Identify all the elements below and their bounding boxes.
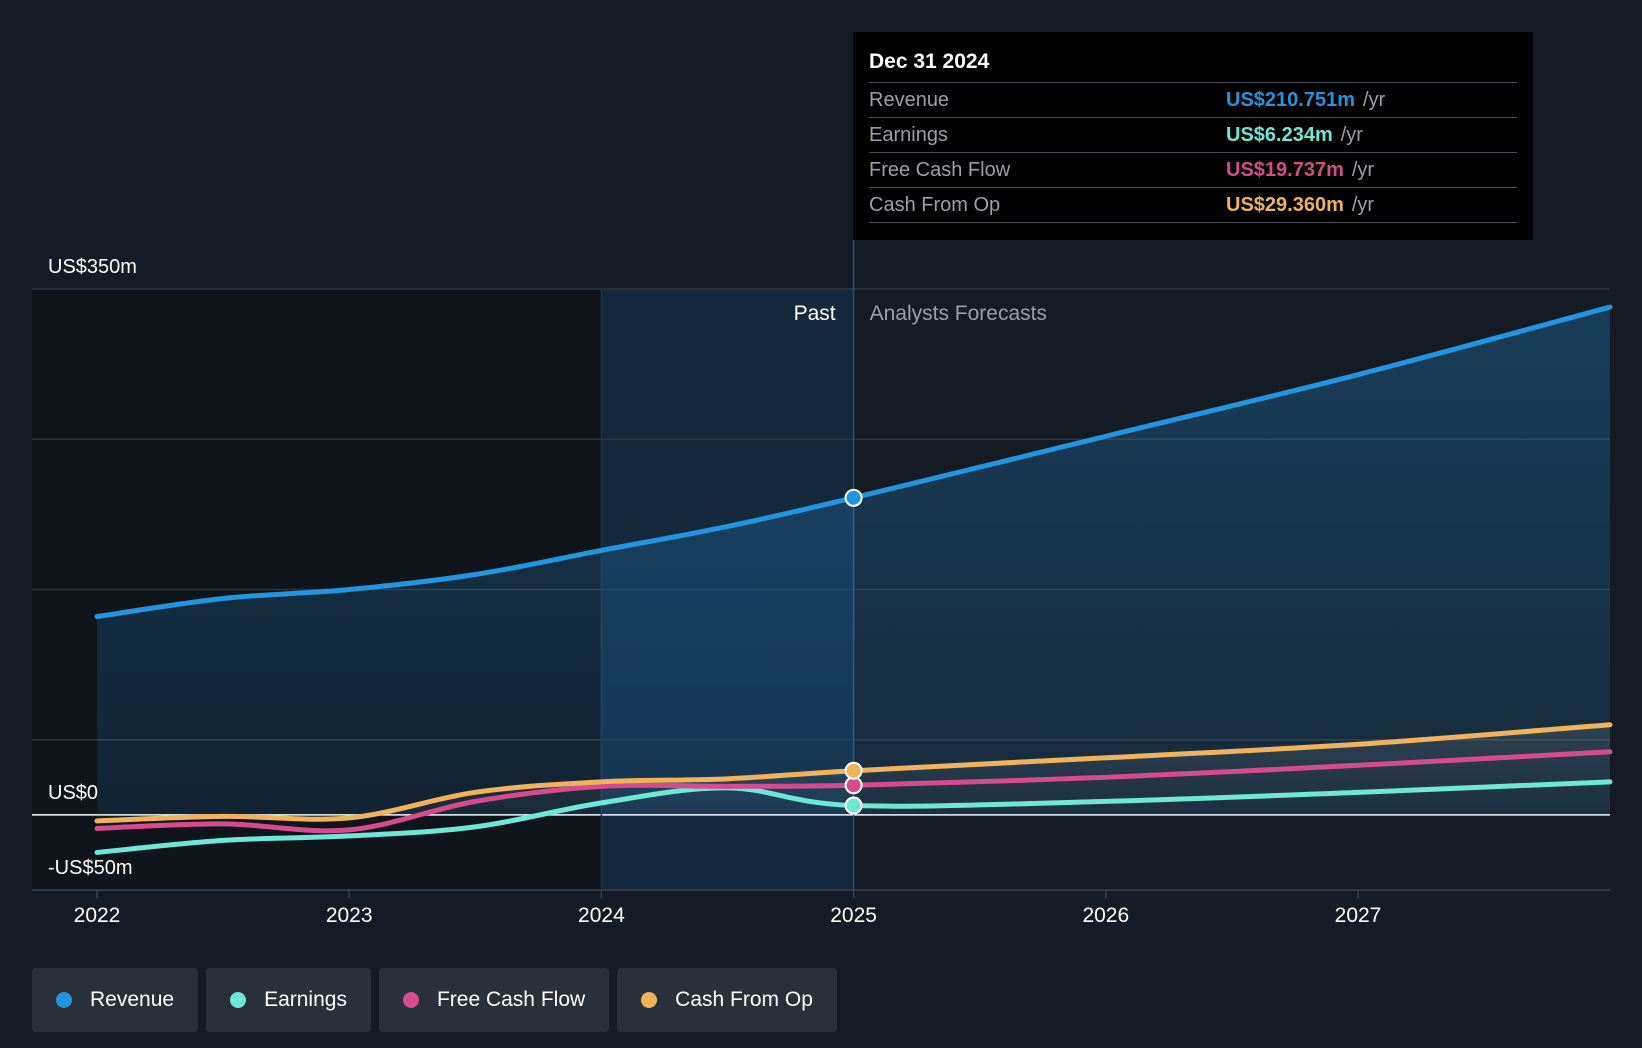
revenue-marker [844,488,863,507]
tooltip-label: Earnings [869,124,948,146]
free-cash-flow-line [94,749,1613,834]
tooltip-label: Revenue [869,89,950,111]
tooltip-label: Cash From Op [869,194,1001,216]
legend-label: Revenue [90,988,175,1011]
y-axis-label: US$350m [48,256,137,278]
legend: Revenue Earnings Free Cash Flow Cash Fro… [32,968,837,1032]
x-tick-label: 2026 [1082,904,1129,927]
legend-item-cash-from-op[interactable]: Cash From Op [617,968,837,1032]
y-axis-label: US$0 [48,782,98,804]
tooltip-row-earnings: Earnings US$6.234m /yr [869,118,1517,153]
x-tick-label: 2023 [326,904,373,927]
tooltip-value: US$19.737m [1226,159,1344,181]
legend-label: Earnings [264,988,347,1011]
x-tick-label: 2027 [1335,904,1382,927]
tooltip-value: US$29.360m [1226,194,1344,216]
legend-label: Cash From Op [675,988,813,1011]
tooltip-row-cash-from-op: Cash From Op US$29.360m /yr [869,188,1517,223]
legend-dot-icon [230,992,247,1008]
cash-from-op-line [94,722,1613,824]
tooltip-row-revenue: Revenue US$210.751m /yr [869,83,1517,118]
tooltip-panel: Dec 31 2024 Revenue US$210.751m /yr Earn… [853,32,1533,240]
legend-item-free-cash-flow[interactable]: Free Cash Flow [378,968,610,1032]
x-tick-label: 2024 [578,904,625,927]
tooltip-unit: /yr [1362,89,1386,111]
earnings-marker [844,796,863,815]
tooltip-value: US$6.234m [1226,124,1333,146]
past-label: Past [794,302,836,325]
tooltip-row-free-cash-flow: Free Cash Flow US$19.737m /yr [869,153,1517,188]
tooltip-unit: /yr [1351,194,1375,216]
legend-dot-icon [56,992,72,1008]
revenue-line [94,304,1613,620]
legend-label: Free Cash Flow [436,988,586,1011]
x-tick-label: 2025 [830,904,877,927]
forecast-label: Analysts Forecasts [870,302,1047,325]
cash-from-op-marker [844,761,863,780]
chart-area: 2022 2023 2024 2025 2026 2027 US$350m US$0 -US$5… [32,240,1613,927]
x-tick-label: 2022 [74,904,121,927]
legend-dot-icon [402,992,419,1008]
legend-item-earnings[interactable]: Earnings [206,968,371,1032]
revenue-area [97,307,1610,815]
tooltip-label: Free Cash Flow [869,159,1011,181]
tooltip-value: US$210.751m [1226,89,1355,111]
legend-dot-icon [641,992,658,1008]
tooltip-date: Dec 31 2024 [869,46,1517,83]
tooltip-unit: /yr [1340,124,1363,146]
tooltip-unit: /yr [1351,159,1375,181]
y-axis-label: -US$50m [48,857,132,879]
legend-item-revenue[interactable]: Revenue [32,968,199,1032]
